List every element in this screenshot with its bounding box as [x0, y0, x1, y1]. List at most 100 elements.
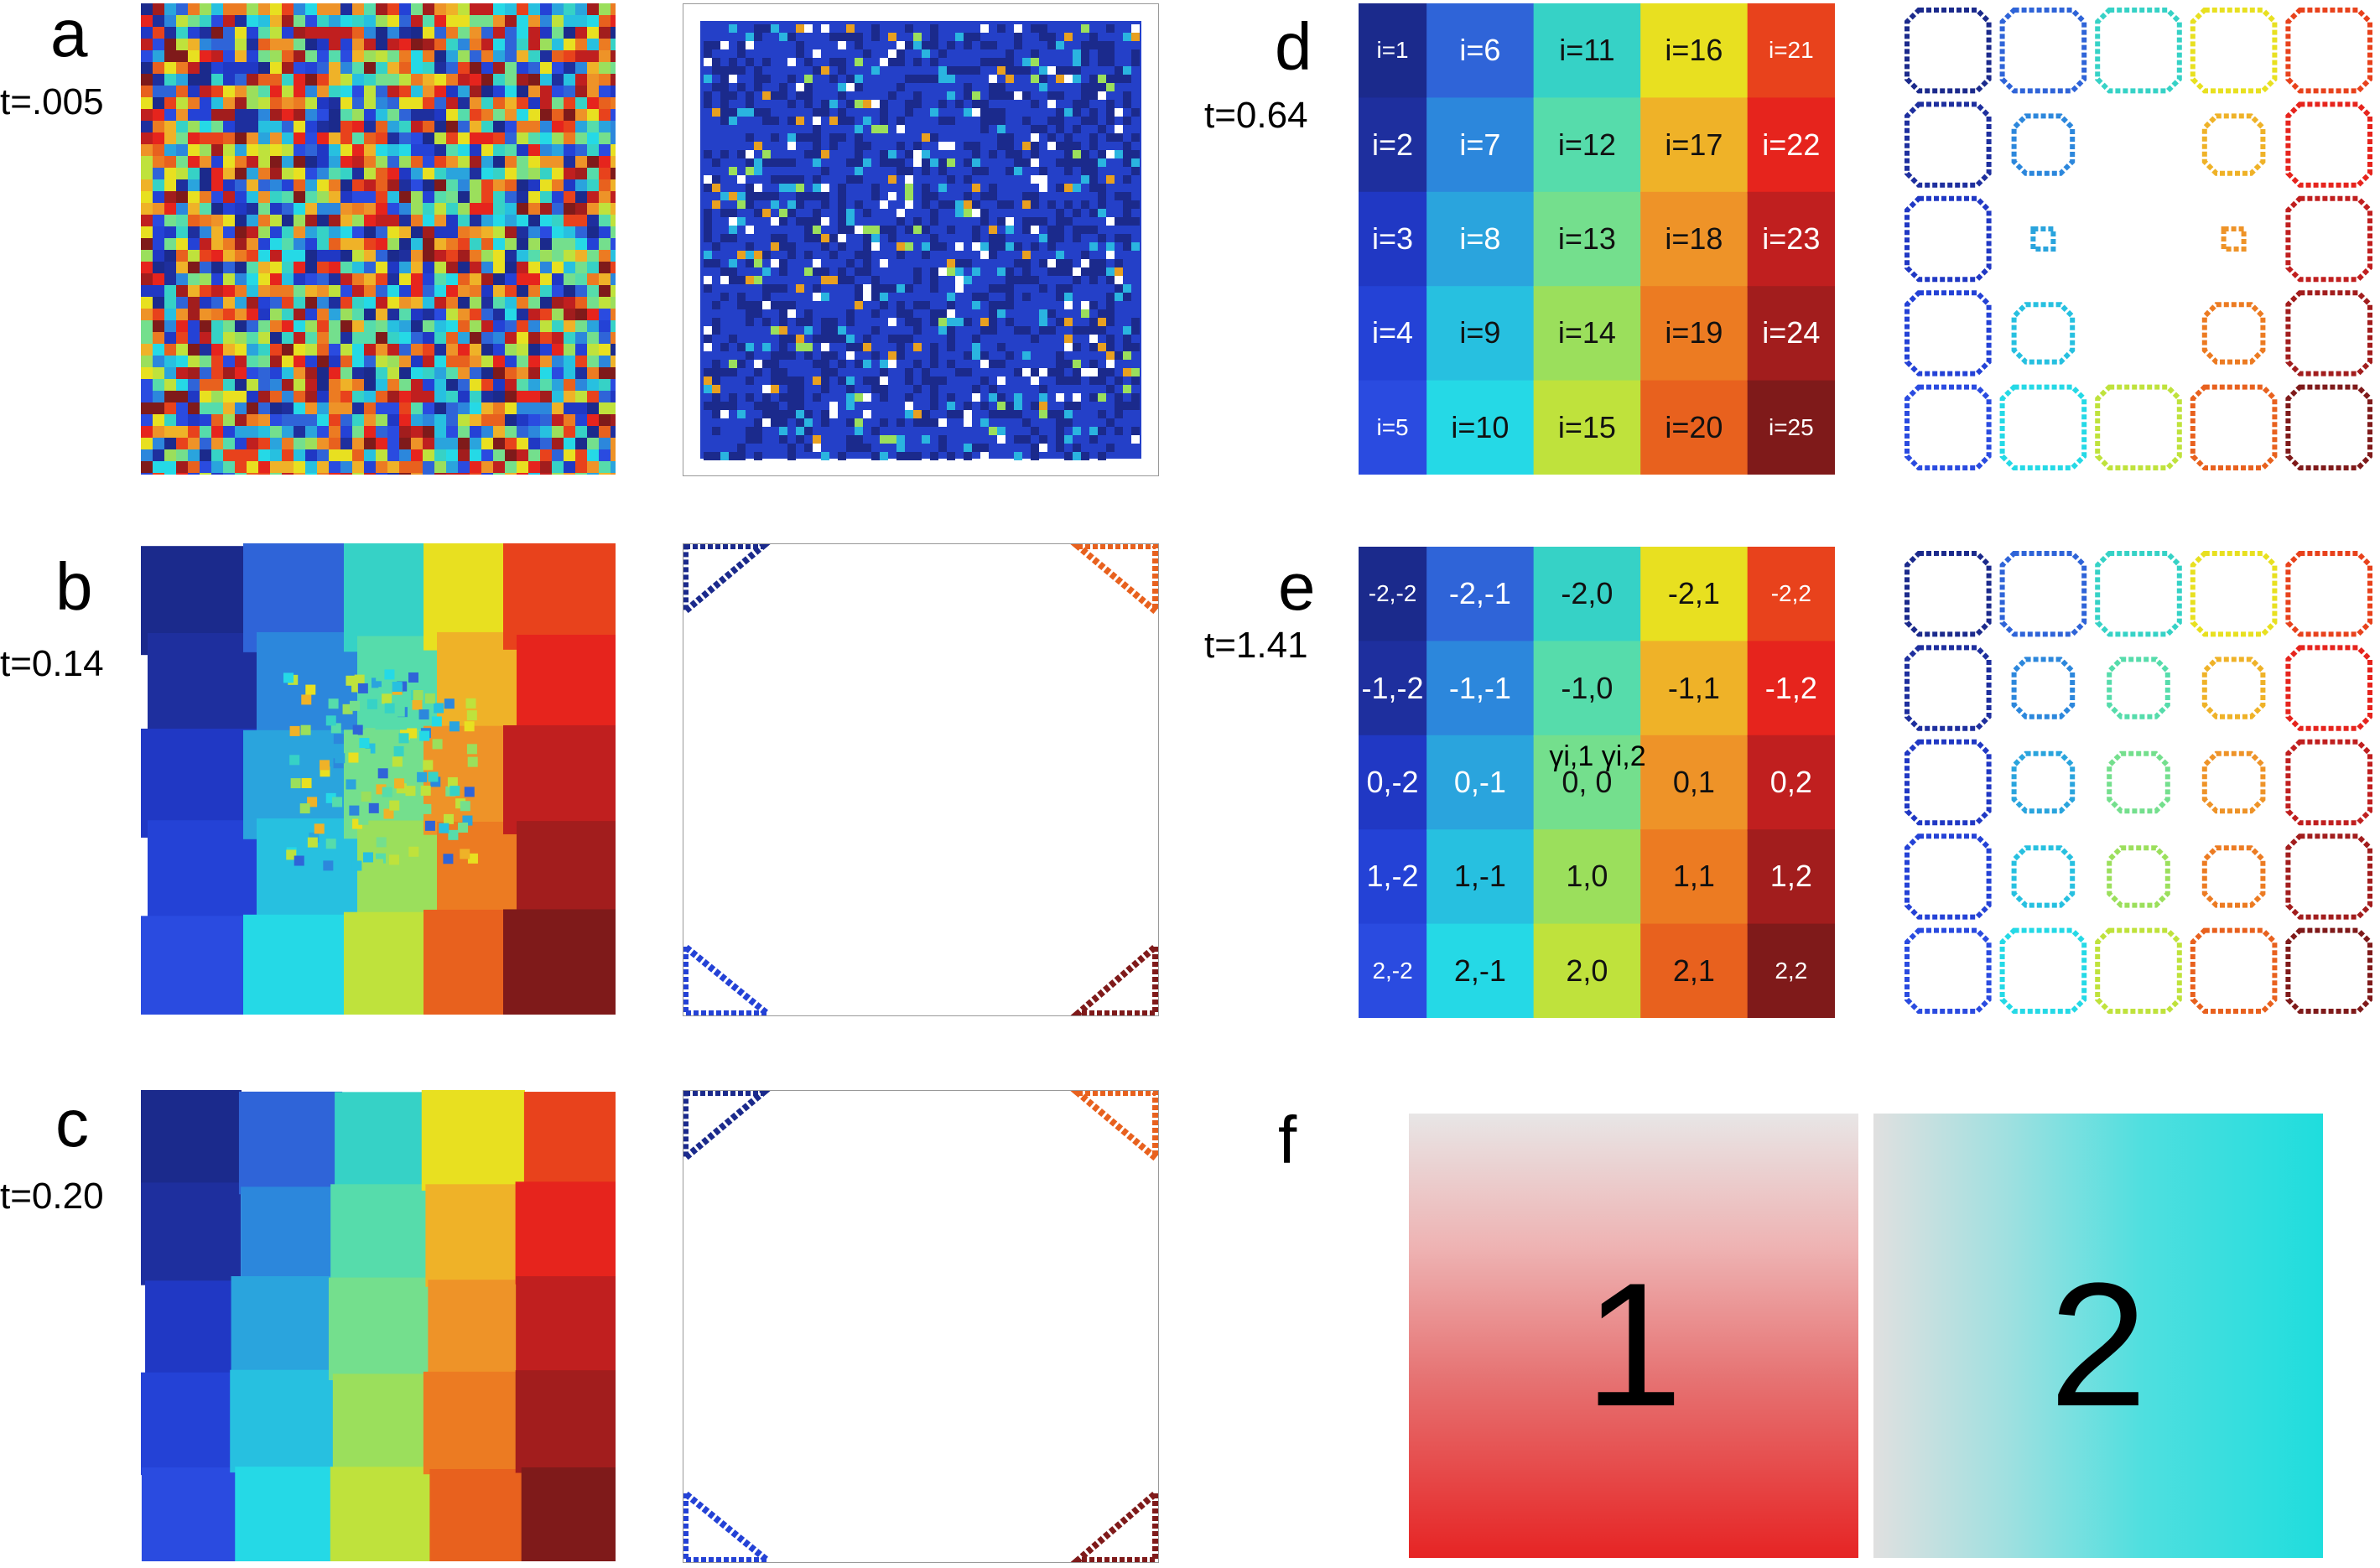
- boundary-cell: [704, 376, 712, 385]
- boundary-cell: [1073, 393, 1081, 402]
- grain-cell: [587, 168, 599, 179]
- grain-cell: [329, 191, 340, 203]
- grain-cell: [399, 367, 411, 379]
- grain-cell: [235, 285, 247, 297]
- boundary-cell: [880, 284, 888, 293]
- boundary-cell: [1056, 444, 1064, 452]
- grain-cell: [517, 379, 528, 391]
- grain-cell: [200, 62, 211, 74]
- grain-speck: [377, 768, 388, 779]
- boundary-cell: [930, 267, 938, 276]
- grain-cell: [399, 414, 411, 426]
- grain-cell: [294, 320, 305, 332]
- grain-cell: [247, 74, 258, 86]
- boundary-cell: [771, 418, 779, 427]
- grain-boundary: [2285, 551, 2372, 637]
- grain-cell: [200, 226, 211, 238]
- grain-cell: [411, 86, 423, 97]
- grain-speck: [392, 682, 403, 693]
- grain-cell: [493, 402, 505, 414]
- grain-cell: [599, 156, 611, 168]
- grain-cell: [364, 179, 376, 191]
- grain-cell: [587, 86, 599, 97]
- grain-cell: [376, 39, 387, 50]
- boundary-cell: [1098, 49, 1106, 58]
- grain-cell: [399, 215, 411, 226]
- grain-cell: [200, 320, 211, 332]
- boundary-cell: [1106, 267, 1115, 276]
- panel-e-grain: [1426, 641, 1536, 737]
- boundary-cell: [955, 259, 964, 267]
- grain-cell: [200, 168, 211, 179]
- grain-cell: [470, 3, 481, 15]
- grain-cell: [411, 39, 423, 50]
- grain-cell: [223, 332, 235, 344]
- boundary-cell: [1022, 192, 1031, 200]
- grain-cell: [517, 297, 528, 309]
- panel-e-cell-label: 0,-2: [1366, 765, 1419, 799]
- grain-cell: [270, 62, 282, 74]
- boundary-cell: [846, 335, 855, 343]
- grain-cell: [552, 191, 564, 203]
- boundary-cell: [896, 58, 905, 66]
- boundary-cell: [980, 326, 989, 335]
- grain-cell: [176, 449, 188, 461]
- grain-cell: [493, 168, 505, 179]
- boundary-cell: [989, 234, 997, 242]
- grain-cell: [235, 86, 247, 97]
- grain-cell: [423, 473, 434, 475]
- boundary-cell: [947, 142, 955, 150]
- panel-e-grain: [1747, 923, 1835, 1018]
- grain-cell: [141, 356, 153, 367]
- grain-cell: [399, 15, 411, 27]
- grain-boundary: [1999, 384, 2087, 470]
- grain-cell: [294, 379, 305, 391]
- grain-cell: [540, 297, 552, 309]
- boundary-cell: [838, 91, 846, 100]
- boundary-cell: [821, 242, 829, 251]
- grain-cell: [340, 320, 352, 332]
- grain-boundary: [2190, 927, 2278, 1014]
- grain-cell: [481, 285, 493, 297]
- grain-cell: [282, 438, 294, 449]
- boundary-cell: [997, 217, 1006, 226]
- boundary-cell: [704, 251, 712, 259]
- panel-e-cell-label: -1,2: [1764, 670, 1817, 705]
- boundary-cell: [997, 402, 1006, 410]
- grain-cell: [164, 356, 176, 367]
- grain-cell: [587, 132, 599, 144]
- grain-region: [344, 911, 437, 1015]
- grain-cell: [340, 168, 352, 179]
- boundary-cell: [1098, 209, 1106, 217]
- boundary-cell: [846, 351, 855, 360]
- grain-cell: [493, 344, 505, 356]
- boundary-cell: [1098, 326, 1106, 335]
- boundary-cell: [922, 418, 930, 427]
- boundary-cell: [1039, 318, 1047, 326]
- grain-cell: [575, 367, 587, 379]
- boundary-cell: [1106, 24, 1115, 33]
- boundary-cell: [997, 117, 1006, 125]
- grain-cell: [599, 86, 611, 97]
- panel-letter-a: a: [50, 0, 88, 70]
- grain-cell: [411, 191, 423, 203]
- boundary-cell: [997, 24, 1006, 33]
- grain-cell: [305, 285, 317, 297]
- boundary-cell: [905, 100, 913, 108]
- grain-cell: [411, 215, 423, 226]
- boundary-cell: [1089, 117, 1098, 125]
- boundary-cell: [838, 192, 846, 200]
- grain-cell: [376, 438, 387, 449]
- boundary-cell: [787, 117, 796, 125]
- grain-cell: [575, 39, 587, 50]
- grain-cell: [528, 438, 540, 449]
- boundary-cell: [787, 335, 796, 343]
- grain-cell: [564, 356, 575, 367]
- boundary-cell: [947, 41, 955, 49]
- grain-cell: [599, 15, 611, 27]
- grain-cell: [470, 391, 481, 402]
- boundary-cell: [762, 209, 771, 217]
- boundary-cell: [1098, 83, 1106, 91]
- boundary-cell: [922, 41, 930, 49]
- grain-cell: [188, 15, 200, 27]
